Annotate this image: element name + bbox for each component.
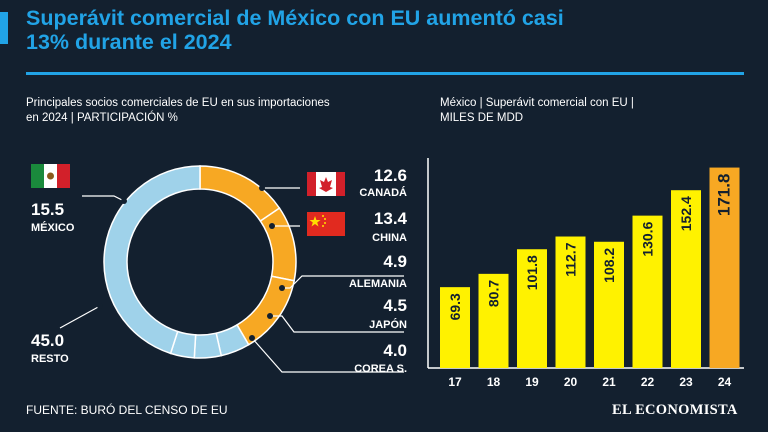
leader-dot-japon	[267, 313, 273, 319]
donut-chart: 15.5 MÉXICO 12.6 CANADÁ 13.4 CHINA 4.9 A…	[31, 164, 408, 375]
x-tick-label-23: 23	[679, 375, 693, 389]
bar-value-label-19: 101.8	[524, 255, 540, 290]
source-note: FUENTE: BURÓ DEL CENSO DE EU	[26, 403, 228, 417]
brand-logo: EL ECONOMISTA	[612, 402, 738, 418]
donut-slice-resto	[103, 165, 201, 355]
bar-19	[517, 249, 547, 368]
bar-value-label-17: 69.3	[447, 293, 463, 320]
donut-value-mexico: 15.5	[31, 200, 64, 219]
donut-value-canada: 12.6	[374, 166, 407, 185]
bar-20	[555, 236, 586, 368]
leader-line-japon	[270, 315, 404, 333]
bar-value-label-21: 108.2	[601, 248, 617, 283]
x-tick-label-22: 22	[641, 375, 655, 389]
donut-label-resto: RESTO	[31, 353, 69, 365]
leader-line-mexico	[82, 195, 125, 202]
leader-line-resto	[59, 305, 101, 329]
donut-value-corea: 4.0	[383, 341, 407, 360]
bar-24	[709, 167, 740, 368]
bar-group: 69.3 17 80.7 18 101.8 19 112.7 20 108.2 21 130.6 22…	[440, 167, 740, 389]
bar-22	[632, 215, 663, 368]
leader-dot-alemania	[279, 285, 285, 291]
title-accent-bar	[0, 12, 8, 44]
bar-value-label-23: 152.4	[678, 196, 694, 231]
bar-value-label-22: 130.6	[640, 221, 656, 256]
bar-subtitle-line-1: México | Superávit comercial con EU |	[440, 97, 634, 109]
leader-line-alemania	[282, 275, 404, 289]
bar-value-label-18: 80.7	[486, 280, 502, 307]
x-tick-label-17: 17	[448, 375, 462, 389]
leader-dot-mexico	[121, 198, 127, 204]
donut-subtitle-line-2: en 2024 | PARTICIPACIÓN %	[26, 112, 178, 124]
bar-21	[594, 241, 624, 368]
bar-17	[440, 287, 470, 368]
leader-dot-resto	[97, 303, 103, 309]
donut-label-alemania: ALEMANIA	[349, 278, 407, 290]
donut-label-canada: CANADÁ	[359, 186, 407, 199]
leader-dot-canada	[259, 185, 265, 191]
donut-value-resto: 45.0	[31, 331, 64, 350]
leader-line-corea	[251, 337, 404, 373]
bar-subtitle: México | Superávit comercial con EU | MI…	[440, 96, 634, 126]
donut-label-japon: JAPÓN	[369, 318, 407, 331]
donut-value-alemania: 4.9	[383, 252, 407, 271]
donut-value-japon: 4.5	[383, 296, 407, 315]
leader-dot-corea	[249, 335, 255, 341]
title-divider	[26, 72, 744, 75]
bar-subtitle-line-2: MILES DE MDD	[440, 112, 524, 124]
donut-label-mexico: MÉXICO	[31, 221, 75, 234]
bar-23	[671, 190, 701, 368]
x-tick-label-18: 18	[487, 375, 501, 389]
china-flag-icon	[307, 212, 345, 236]
mexico-flag-icon	[31, 164, 70, 188]
title-line-2: 13% durante el 2024	[26, 30, 232, 54]
bar-18	[478, 273, 509, 368]
donut-slices	[103, 165, 297, 359]
donut-subtitle-line-1: Principales socios comerciales de EU en …	[26, 97, 330, 109]
x-tick-label-20: 20	[564, 375, 578, 389]
x-tick-label-24: 24	[718, 375, 732, 389]
bar-value-label-24: 171.8	[715, 174, 734, 217]
canada-flag-icon	[307, 172, 345, 196]
bar-chart: 69.3 17 80.7 18 101.8 19 112.7 20 108.2 21 130.6 22…	[427, 158, 744, 389]
donut-subtitle: Principales socios comerciales de EU en …	[26, 96, 330, 126]
x-tick-label-19: 19	[525, 375, 539, 389]
page-title: Superávit comercial de México con EU aum…	[26, 6, 726, 54]
leader-dot-china	[269, 223, 275, 229]
donut-label-corea: COREA S.	[354, 363, 407, 375]
x-tick-label-21: 21	[602, 375, 616, 389]
donut-value-china: 13.4	[374, 209, 408, 228]
bar-value-label-20: 112.7	[563, 242, 579, 276]
donut-label-china: CHINA	[372, 232, 407, 244]
title-line-1: Superávit comercial de México con EU aum…	[26, 6, 564, 30]
